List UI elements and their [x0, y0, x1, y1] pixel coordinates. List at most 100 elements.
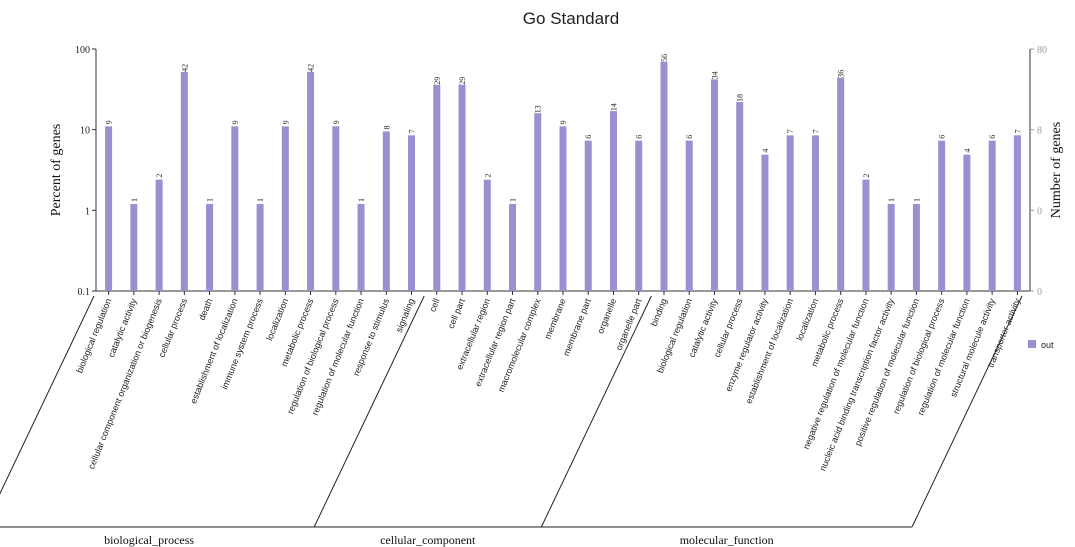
bar	[1013, 135, 1021, 291]
bar	[256, 203, 264, 291]
data-label: 1	[357, 198, 366, 202]
bar	[912, 203, 920, 291]
bar	[660, 61, 668, 291]
bar	[584, 140, 592, 291]
group-separator	[0, 295, 95, 495]
bar	[988, 140, 996, 291]
data-label: 9	[281, 120, 290, 124]
bar	[382, 131, 390, 291]
x-tick-label: establishment of localization	[744, 297, 795, 405]
bar	[281, 126, 289, 291]
data-label: 2	[862, 174, 871, 178]
bar	[130, 203, 138, 291]
chart-title: Go Standard	[523, 9, 619, 28]
bar	[786, 135, 794, 291]
bar	[180, 71, 188, 292]
bar	[811, 135, 819, 291]
data-label: 13	[534, 105, 543, 113]
x-tick-label: signaling	[394, 297, 417, 334]
y-tick-label-left: 0.1	[78, 287, 91, 298]
data-label: 9	[332, 120, 341, 124]
data-label: 1	[206, 198, 215, 202]
data-label: 29	[433, 77, 442, 85]
bar	[206, 203, 214, 291]
x-tick-label: establishment of localization	[188, 297, 239, 405]
bar	[509, 203, 517, 291]
x-tick-label: membrane	[542, 297, 567, 341]
bar	[761, 154, 769, 291]
data-label: 42	[307, 64, 316, 72]
bar	[559, 126, 567, 291]
y-tick-label-right: 0	[1037, 287, 1042, 298]
x-tick-label: organelle	[595, 297, 618, 335]
bar	[155, 179, 163, 291]
bar	[837, 77, 845, 292]
bar	[458, 84, 466, 291]
data-label: 7	[811, 129, 820, 133]
data-label: 14	[609, 103, 618, 111]
y-tick-label-right: 80	[1037, 45, 1047, 56]
y-tick-label-left: 1	[85, 206, 90, 217]
y-tick-label-right: 8	[1037, 126, 1042, 137]
bar	[685, 140, 693, 291]
x-tick-label: localization	[264, 297, 290, 342]
bar	[433, 84, 441, 291]
data-label: 18	[736, 94, 745, 102]
bar	[736, 102, 744, 291]
data-label: 1	[887, 198, 896, 202]
y-tick-label-left: 100	[75, 45, 90, 56]
data-label: 42	[180, 64, 189, 72]
data-label: 6	[938, 135, 947, 139]
bar	[710, 79, 718, 291]
y-tick-label-right: 0	[1037, 206, 1042, 217]
legend-label: out	[1041, 340, 1054, 350]
x-tick-label: biological regulation	[74, 297, 113, 375]
bar	[862, 179, 870, 291]
y-axis-right-title: Number of genes	[1049, 122, 1064, 218]
data-label: 1	[509, 198, 518, 202]
group-separator	[313, 295, 425, 528]
data-label: 29	[458, 77, 467, 85]
data-label: 6	[584, 135, 593, 139]
bar	[887, 203, 895, 291]
bar	[307, 71, 315, 292]
data-label: 9	[231, 120, 240, 124]
group-label: molecular_function	[680, 533, 774, 547]
group-separator	[911, 295, 1023, 528]
group-label: cellular_component	[380, 533, 476, 547]
data-label: 56	[660, 54, 669, 62]
group-separator	[540, 295, 652, 528]
data-label: 6	[635, 135, 644, 139]
data-label: 6	[988, 135, 997, 139]
data-label: 4	[761, 149, 770, 153]
data-label: 9	[105, 120, 114, 124]
data-label: 2	[155, 174, 164, 178]
data-label: 4	[963, 149, 972, 153]
bar	[635, 140, 643, 291]
data-label: 34	[710, 71, 719, 79]
data-label: 2	[483, 174, 492, 178]
x-tick-label: localization	[794, 297, 820, 342]
y-tick-label-left: 10	[80, 126, 90, 137]
data-label: 1	[256, 198, 265, 202]
data-label: 36	[837, 70, 846, 78]
bar	[408, 135, 416, 291]
data-label: 7	[786, 129, 795, 133]
bar	[332, 126, 340, 291]
data-label: 1	[130, 198, 139, 202]
bar	[105, 126, 113, 291]
bar	[938, 140, 946, 291]
bar	[483, 179, 491, 291]
bar	[357, 203, 365, 291]
legend-swatch	[1028, 340, 1036, 348]
bar	[534, 113, 542, 291]
x-tick-label: cell part	[446, 297, 467, 330]
bar	[609, 111, 617, 291]
data-label: 8	[382, 125, 391, 129]
data-label: 1	[912, 198, 921, 202]
x-tick-label: binding	[649, 297, 669, 328]
x-tick-label: cell	[427, 297, 441, 313]
data-label: 9	[559, 120, 568, 124]
